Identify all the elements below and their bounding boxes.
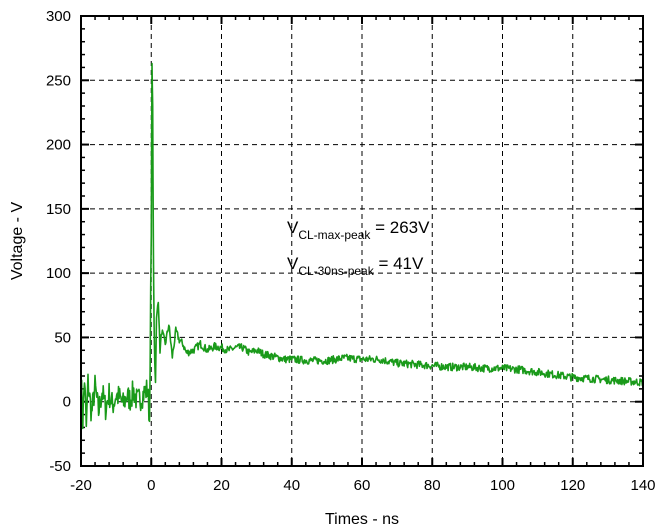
x-tick-label: -20	[70, 477, 92, 494]
x-tick-label: 120	[560, 477, 585, 494]
plot-frame	[80, 15, 644, 467]
annotation-subscript: CL-max-peak	[298, 228, 371, 242]
y-tick-label: 100	[46, 265, 71, 282]
x-tick-label: 40	[283, 477, 300, 494]
y-tick-label: 200	[46, 137, 71, 154]
x-axis-title: Times - ns	[325, 511, 399, 528]
x-tick-label: 140	[630, 477, 655, 494]
y-tick-label: 50	[54, 329, 71, 346]
annotation-value: = 41V	[374, 254, 424, 273]
y-tick-label: 250	[46, 72, 71, 89]
x-tick-label: 80	[424, 477, 441, 494]
annotation-main: V	[287, 254, 299, 273]
y-tick-label: 300	[46, 8, 71, 25]
annotation-label: VCL-max-peak = 263V	[287, 218, 430, 242]
y-tick-label: -50	[49, 458, 71, 475]
annotation-main: V	[287, 218, 299, 237]
x-tick-label: 20	[213, 477, 230, 494]
y-tick-label: 150	[46, 201, 71, 218]
y-tick-label: 0	[63, 394, 71, 411]
y-axis-title: Voltage - V	[9, 202, 26, 281]
x-tick-label: 60	[354, 477, 371, 494]
x-tick-label: 0	[147, 477, 155, 494]
x-tick-label: 100	[490, 477, 515, 494]
series-line	[80, 62, 644, 430]
annotation-label: VCL-30ns-peak = 41V	[287, 254, 424, 278]
annotation-value: = 263V	[370, 218, 430, 237]
annotation-subscript: CL-30ns-peak	[298, 264, 374, 278]
